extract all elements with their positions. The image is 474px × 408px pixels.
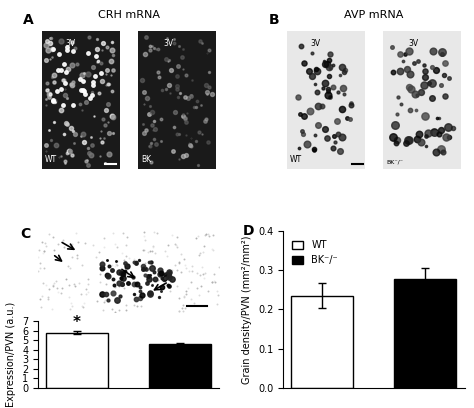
Text: C: C	[20, 227, 30, 241]
Bar	[291, 296, 353, 388]
Text: BK⁻/⁻: BK⁻/⁻	[386, 159, 403, 164]
Legend: WT, BK⁻/⁻: WT, BK⁻/⁻	[288, 236, 342, 269]
FancyBboxPatch shape	[138, 31, 216, 169]
Title: AVP mRNA: AVP mRNA	[344, 10, 403, 20]
Text: D: D	[243, 224, 255, 237]
Text: *: *	[73, 315, 81, 330]
Bar	[149, 344, 211, 388]
Text: WT: WT	[45, 155, 57, 164]
Title: CRH mRNA: CRH mRNA	[98, 10, 160, 20]
Text: BK: BK	[141, 155, 152, 164]
FancyBboxPatch shape	[383, 31, 461, 169]
FancyBboxPatch shape	[42, 31, 119, 169]
Y-axis label: Expression/PVN (a.u.): Expression/PVN (a.u.)	[6, 302, 17, 407]
Text: B: B	[268, 13, 279, 27]
Bar	[394, 279, 456, 388]
Text: A: A	[23, 13, 34, 27]
Text: 3V: 3V	[164, 39, 173, 48]
Y-axis label: Grain density/PVN (mm²/mm²): Grain density/PVN (mm²/mm²)	[242, 235, 252, 384]
Bar	[46, 333, 108, 388]
FancyBboxPatch shape	[287, 31, 365, 169]
Text: 3V: 3V	[65, 39, 76, 48]
Text: WT: WT	[290, 155, 302, 164]
Text: 3V: 3V	[310, 39, 321, 48]
Text: 3V: 3V	[409, 39, 419, 48]
